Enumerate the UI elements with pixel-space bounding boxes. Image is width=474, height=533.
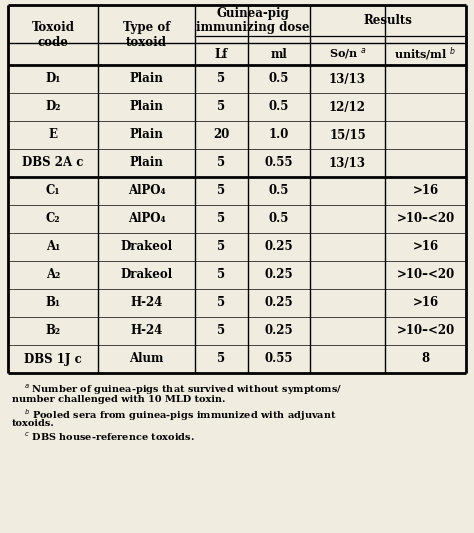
- Text: toxoids.: toxoids.: [12, 419, 55, 428]
- Text: Plain: Plain: [129, 128, 164, 141]
- Text: Plain: Plain: [129, 101, 164, 114]
- Text: 0.5: 0.5: [269, 213, 289, 225]
- Text: ml: ml: [271, 47, 287, 61]
- Text: D₁: D₁: [46, 72, 61, 85]
- Text: >10–<20: >10–<20: [396, 269, 455, 281]
- Text: 5: 5: [218, 352, 226, 366]
- Text: 0.5: 0.5: [269, 184, 289, 198]
- Text: 5: 5: [218, 101, 226, 114]
- Text: 5: 5: [218, 240, 226, 254]
- Text: DBS 1J c: DBS 1J c: [24, 352, 82, 366]
- Text: 0.55: 0.55: [265, 157, 293, 169]
- Text: Lf: Lf: [215, 47, 228, 61]
- Text: AlPO₄: AlPO₄: [128, 184, 165, 198]
- Text: $^c$ DBS house-reference toxoids.: $^c$ DBS house-reference toxoids.: [24, 431, 195, 443]
- Text: $^a$ Number of guinea-pigs that survived without symptoms/: $^a$ Number of guinea-pigs that survived…: [24, 383, 342, 398]
- Text: 5: 5: [218, 72, 226, 85]
- Text: C₁: C₁: [46, 184, 60, 198]
- Text: Plain: Plain: [129, 157, 164, 169]
- Text: 13/13: 13/13: [329, 157, 366, 169]
- Text: units/ml $^b$: units/ml $^b$: [394, 45, 456, 63]
- Text: 5: 5: [218, 157, 226, 169]
- Text: AlPO₄: AlPO₄: [128, 213, 165, 225]
- Text: 5: 5: [218, 296, 226, 310]
- Text: D₂: D₂: [46, 101, 61, 114]
- Text: 5: 5: [218, 213, 226, 225]
- Text: H-24: H-24: [130, 325, 163, 337]
- Text: >16: >16: [412, 296, 438, 310]
- Text: 0.25: 0.25: [264, 325, 293, 337]
- Text: >16: >16: [412, 184, 438, 198]
- Text: 12/12: 12/12: [329, 101, 366, 114]
- Text: 15/15: 15/15: [329, 128, 366, 141]
- Text: 20: 20: [213, 128, 230, 141]
- Text: A₂: A₂: [46, 269, 60, 281]
- Text: $^b$ Pooled sera from guinea-pigs immunized with adjuvant: $^b$ Pooled sera from guinea-pigs immuni…: [24, 407, 337, 423]
- Text: Drakeol: Drakeol: [120, 269, 173, 281]
- Text: C₂: C₂: [46, 213, 60, 225]
- Text: So/n $^a$: So/n $^a$: [328, 46, 366, 61]
- Text: Alum: Alum: [129, 352, 164, 366]
- Text: >16: >16: [412, 240, 438, 254]
- Text: Type of
toxoid: Type of toxoid: [123, 21, 170, 49]
- Text: A₁: A₁: [46, 240, 60, 254]
- Text: Toxoid
code: Toxoid code: [31, 21, 74, 49]
- Text: H-24: H-24: [130, 296, 163, 310]
- Text: DBS 2A c: DBS 2A c: [22, 157, 84, 169]
- Text: Drakeol: Drakeol: [120, 240, 173, 254]
- Text: 0.25: 0.25: [264, 269, 293, 281]
- Text: 0.5: 0.5: [269, 101, 289, 114]
- Text: 13/13: 13/13: [329, 72, 366, 85]
- Text: E: E: [48, 128, 57, 141]
- Text: Plain: Plain: [129, 72, 164, 85]
- Text: B₁: B₁: [46, 296, 61, 310]
- Text: 1.0: 1.0: [269, 128, 289, 141]
- Text: 0.25: 0.25: [264, 240, 293, 254]
- Text: >10–<20: >10–<20: [396, 325, 455, 337]
- Text: Guinea-pig
immunizing dose: Guinea-pig immunizing dose: [196, 6, 309, 35]
- Text: 0.5: 0.5: [269, 72, 289, 85]
- Text: 0.25: 0.25: [264, 296, 293, 310]
- Text: >10–<20: >10–<20: [396, 213, 455, 225]
- Text: 5: 5: [218, 269, 226, 281]
- Text: 5: 5: [218, 325, 226, 337]
- Text: number challenged with 10 MLD toxin.: number challenged with 10 MLD toxin.: [12, 395, 225, 404]
- Text: 5: 5: [218, 184, 226, 198]
- Text: 8: 8: [421, 352, 429, 366]
- Text: 0.55: 0.55: [265, 352, 293, 366]
- Text: Results: Results: [364, 14, 412, 27]
- Text: B₂: B₂: [46, 325, 61, 337]
